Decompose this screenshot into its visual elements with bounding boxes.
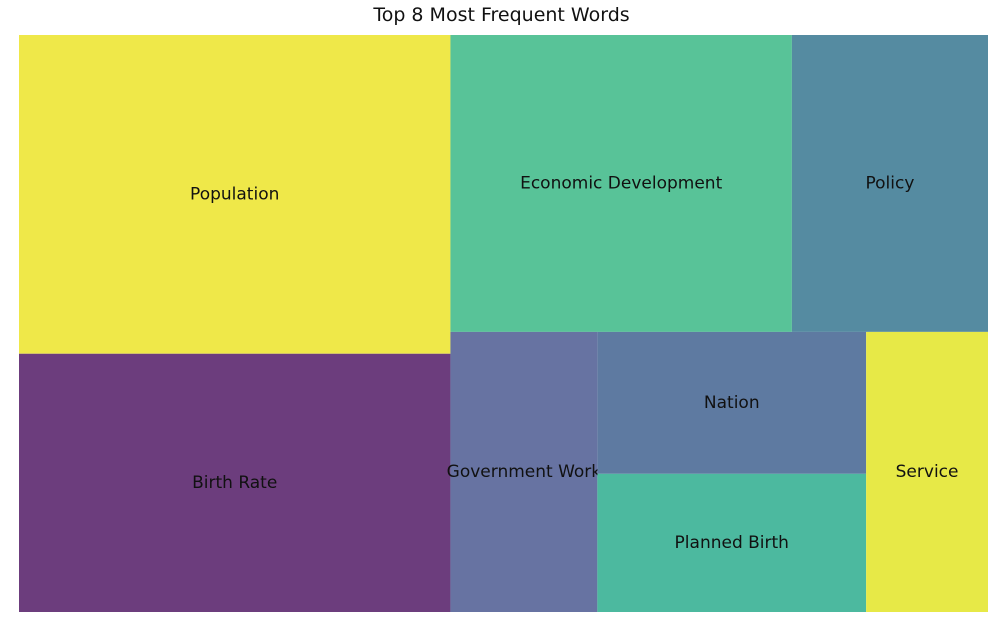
treemap-label-service: Service [896, 462, 959, 482]
treemap-cell-nation: Nation [597, 331, 867, 474]
treemap-cell-population: Population [19, 35, 451, 354]
chart-title: Top 8 Most Frequent Words [373, 4, 630, 26]
treemap-label-policy: Policy [866, 173, 915, 193]
treemap-label-population: Population [190, 184, 279, 204]
treemap-label-government-work: Government Work [447, 462, 602, 482]
treemap-cell-policy: Policy [791, 35, 988, 332]
treemap-rect-service [866, 331, 988, 612]
treemap-rect-population [19, 35, 451, 354]
treemap-rect-economic-development [450, 35, 792, 332]
treemap-rect-nation [597, 331, 867, 474]
treemap-cell-planned-birth: Planned Birth [597, 473, 867, 612]
treemap-label-nation: Nation [704, 393, 760, 413]
treemap-rect-birth-rate [19, 353, 451, 612]
treemap-cell-economic-development: Economic Development [450, 35, 792, 332]
treemap-label-economic-development: Economic Development [520, 173, 722, 193]
treemap-label-planned-birth: Planned Birth [675, 533, 789, 553]
treemap-rect-government-work [450, 331, 598, 612]
treemap-rect-planned-birth [597, 473, 867, 612]
treemap-rect-policy [791, 35, 988, 332]
treemap-cell-service: Service [866, 331, 988, 612]
treemap-label-birth-rate: Birth Rate [192, 473, 277, 493]
treemap-cell-birth-rate: Birth Rate [19, 353, 451, 612]
treemap-cell-government-work: Government Work [447, 331, 602, 612]
